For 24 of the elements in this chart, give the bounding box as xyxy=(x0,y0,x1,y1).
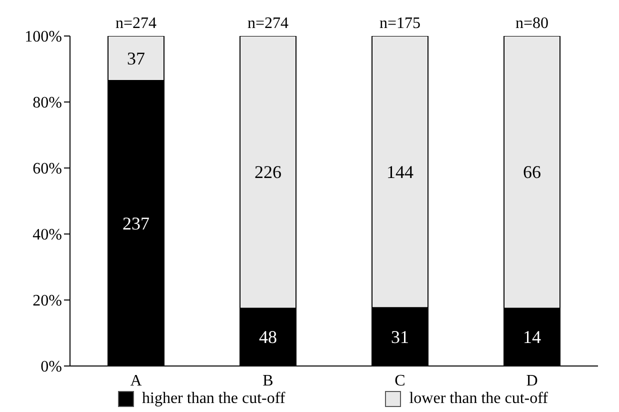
annotation: 37 xyxy=(127,48,145,68)
annotation: 237 xyxy=(122,213,150,234)
annotation: 226 xyxy=(254,162,282,182)
legend-label: lower than the cut-off xyxy=(408,390,548,408)
annotation: 31 xyxy=(391,326,409,347)
y-tick-label: 0% xyxy=(40,358,62,376)
y-tick-label: 40% xyxy=(32,226,62,244)
x-tick-label: D xyxy=(526,372,538,390)
y-tick-label: 80% xyxy=(32,94,62,112)
text: n=274 xyxy=(115,15,157,32)
text: n=80 xyxy=(515,15,549,32)
x-tick-label: C xyxy=(394,372,406,390)
text: n=274 xyxy=(247,15,289,32)
annotation: 144 xyxy=(386,162,414,182)
annotation: 48 xyxy=(259,327,277,348)
y-tick-label: 20% xyxy=(32,292,62,310)
x-tick-label: A xyxy=(130,372,142,390)
x-tick-label: B xyxy=(262,372,274,390)
y-tick-label: 60% xyxy=(32,160,62,178)
annotation: 66 xyxy=(523,162,541,182)
legend-label: higher than the cut-off xyxy=(141,390,286,408)
annotation: 14 xyxy=(523,327,541,348)
y-tick-label: 100% xyxy=(24,28,62,46)
text: n=175 xyxy=(379,15,421,32)
